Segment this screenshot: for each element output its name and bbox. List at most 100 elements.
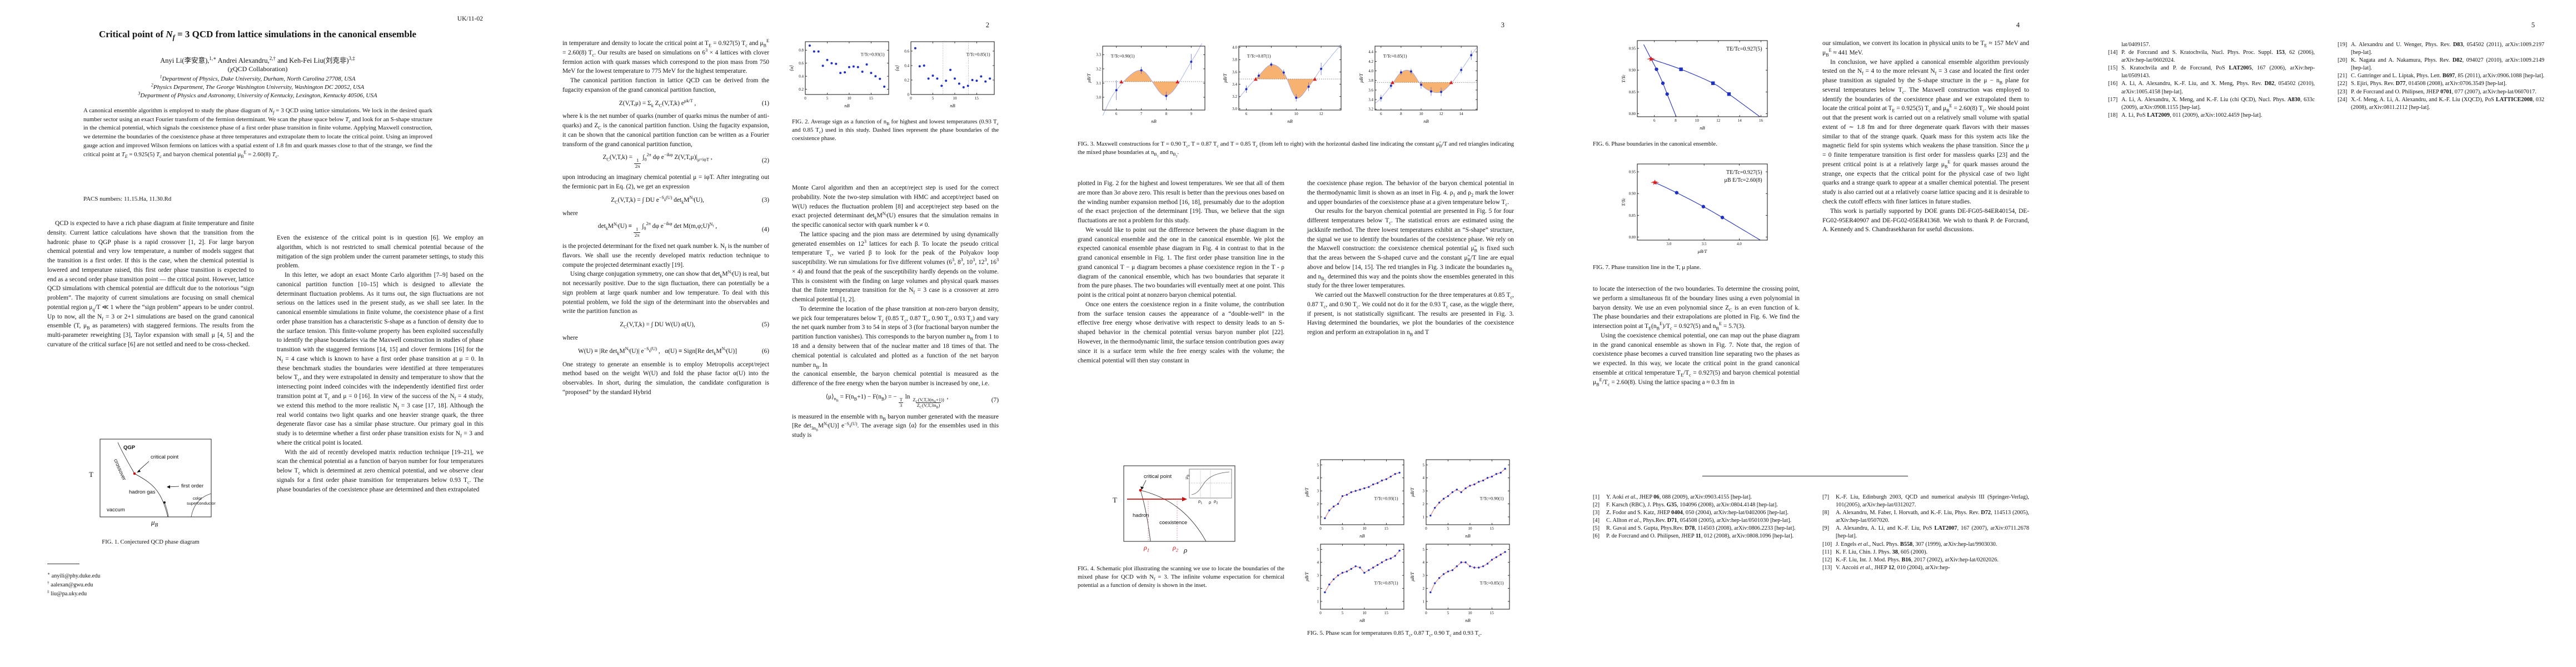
reference: [22] S. Ejiri, Phys. Rev. D77, 014508 (20…	[2338, 81, 2507, 87]
svg-text:nB: nB	[1287, 118, 1292, 124]
svg-text:4.4: 4.4	[1368, 50, 1373, 54]
pacs-numbers: PACS numbers: 11.15.Ha, 11.30.Rd	[83, 196, 172, 202]
svg-text:T/Tc: T/Tc	[1621, 74, 1626, 83]
paragraph: is the projected determinant for the fix…	[562, 243, 769, 268]
svg-text:3: 3	[1317, 574, 1319, 578]
svg-text:0.80: 0.80	[1629, 112, 1636, 116]
fig7-caption: FIG. 7. Phase transition line in the T, …	[1593, 264, 1701, 271]
paragraph: is measured in the ensemble with nB bary…	[792, 413, 999, 439]
page-1: UK/11-02 Critical point of Nf = 3 QCD fr…	[0, 0, 516, 667]
svg-text:2: 2	[1423, 586, 1425, 591]
svg-text:1: 1	[1317, 599, 1319, 604]
fig2-avg-sign-plot-093: 0 5 10 15 0.2 0.4 0.6 0.8 T/Tc=0.93(1) nB ⟨α⟩	[789, 39, 892, 109]
svg-text:10: 10	[1294, 112, 1299, 116]
paragraph: Once one enters the coexistence region i…	[1078, 301, 1284, 364]
svg-text:3.0: 3.0	[1667, 242, 1672, 246]
svg-text:T/Tc: T/Tc	[1621, 198, 1626, 206]
fig5-phase-scan-085: 0 5 10 15 1 2 3 4 5 T/Tc=0.85(1) nB μB/T	[1409, 541, 1513, 624]
svg-text:10: 10	[1468, 611, 1472, 615]
svg-text:5: 5	[1317, 463, 1319, 467]
svg-text:μB/T: μB/T	[1358, 73, 1364, 83]
svg-text:TE/Tc=0.927(5): TE/Tc=0.927(5)	[1726, 170, 1762, 176]
paragraph: to locate the intersection of the two bo…	[1593, 286, 1800, 331]
equation-3: ZC(V,T,k) = ∫ DU e−Sg(U) detkMNf(U), (3)	[611, 195, 769, 205]
paper-title: Critical point of Nf = 3 QCD from lattic…	[98, 29, 417, 42]
paragraph: The canonical partition function in latt…	[562, 77, 769, 93]
equation-4: detkMNf(U) ≡ 1 2π ∫02π dφ e−ikφ det M(m,φ…	[597, 221, 769, 238]
svg-text:T/Tc=0.87(1): T/Tc=0.87(1)	[1247, 54, 1271, 59]
svg-text:3.6: 3.6	[1368, 88, 1373, 92]
fig5-phase-scan-090: 0 5 10 15 1 2 3 4 5 T/Tc=0.90(1) nB μB/T	[1409, 457, 1513, 539]
fig4-label-rho2: ρ2	[1173, 544, 1179, 553]
svg-text:1: 1	[1423, 515, 1425, 519]
svg-text:8: 8	[1165, 112, 1168, 116]
fig1-label-hadron-gas: hadron gas	[129, 489, 156, 495]
svg-text:nB: nB	[1359, 533, 1364, 539]
fig1-axis-mu: μB	[151, 518, 158, 529]
page-5: 5 lat/0409157. [14] P. de Forcrand and S.…	[2061, 0, 2576, 667]
paragraph: plotted in Fig. 2 for the highest and lo…	[1078, 180, 1284, 225]
svg-text:0.80: 0.80	[1629, 235, 1636, 240]
reference: [19] A. Alexandru and U. Wenger, Phys. Re…	[2338, 42, 2544, 56]
paragraph: Monte Carol algorithm and then an accept…	[792, 185, 999, 229]
svg-text:4: 4	[1423, 476, 1425, 480]
svg-text:12: 12	[1716, 118, 1721, 123]
page-number: 4	[2016, 21, 2020, 29]
references-19-24: [19] A. Alexandru and U. Wenger, Phys. Re…	[2338, 41, 2544, 112]
svg-text:4.0: 4.0	[1232, 46, 1237, 50]
affiliation-2: 2Physics Department, The George Washingt…	[151, 82, 365, 91]
fig4-label-rho1: ρ1	[1144, 544, 1150, 553]
svg-text:5: 5	[1423, 547, 1425, 552]
paragraph: in temperature and density to locate the…	[562, 38, 769, 75]
svg-text:T/Tc=0.93(1): T/Tc=0.93(1)	[1374, 496, 1398, 501]
svg-text:3.0: 3.0	[1096, 95, 1101, 99]
svg-text:2: 2	[1317, 502, 1319, 506]
svg-text:T/Tc=0.93(1): T/Tc=0.93(1)	[861, 52, 885, 57]
affiliation-1: 1Department of Physics, Duke University,…	[160, 74, 356, 82]
reference: [15] S. Kratochvila and P. de Forcrand, P…	[2108, 65, 2315, 79]
reference: [3] Z. Fodor and S. Katz, JHEP 0404, 050 …	[1593, 510, 1788, 516]
fig2-avg-sign-plot-085: 0 5 10 15 0 0.2 0.4 0.6 T/Tc=0.85(1) nB ⟨α⟩	[894, 39, 998, 109]
equation-5: ZC(V,T,k) = ∫ DU W(U) α(U), (5)	[620, 321, 769, 330]
footnote-email-2: † aalexan@gwu.edu	[47, 580, 93, 588]
svg-text:3.5: 3.5	[1702, 242, 1707, 246]
fig5-caption: FIG. 5. Phase scan for temperatures 0.85…	[1307, 630, 1482, 638]
svg-text:12: 12	[1439, 112, 1444, 116]
reference: [2] F. Karsch (RBC), J. Phys. G35, 104096…	[1593, 502, 1778, 509]
svg-text:nB: nB	[1423, 118, 1428, 124]
svg-text:3: 3	[1423, 489, 1425, 494]
svg-text:3.6: 3.6	[1232, 70, 1237, 74]
page-number: 3	[1501, 21, 1504, 29]
svg-text:nB: nB	[844, 103, 849, 108]
fig4-label-critical-point: critical point	[1144, 474, 1172, 480]
equation-6: W(U) ≡ |Re detkMNf(U)| e−Sg(U) , α(U) ≡ …	[578, 346, 769, 356]
equation-2: ZC(V,T,k) = 1 2π ∫02π dφ e−ikφ Z(V,T,μ)|μ…	[602, 152, 769, 169]
svg-text:TE/Tc=0.927(5): TE/Tc=0.927(5)	[1726, 46, 1762, 52]
fig6-phase-boundaries-plot: 6 8 10 12 14 16 0.80 0.85 0.90 0.95 TE/Tc=0.927(5)…	[1621, 38, 1771, 131]
svg-text:3.1: 3.1	[1096, 81, 1101, 86]
fig4-label-coexistence: coexistence	[1159, 520, 1188, 526]
p1-column-left: QCD is expected to have a rich phase dia…	[47, 219, 254, 350]
collaboration: (χQCD Collaboration)	[227, 65, 288, 73]
fig4-caption: FIG. 4. Schematic plot illustrating the …	[1078, 565, 1284, 589]
svg-text:3.2: 3.2	[1368, 107, 1373, 112]
svg-text:15: 15	[1384, 611, 1389, 615]
svg-text:0: 0	[908, 92, 910, 97]
paragraph: We carried out the Maxwell construction …	[1307, 292, 1514, 337]
svg-text:4: 4	[1423, 560, 1425, 565]
svg-text:5: 5	[1342, 611, 1344, 615]
svg-text:μB/T: μB/T	[1222, 73, 1228, 83]
svg-text:nB: nB	[1151, 118, 1156, 124]
fig3-maxwell-087: 6 8 10 12 3.0 3.2 3.4 3.6 3.8 4.0 T/Tc=0.87(1) nB μB…	[1222, 43, 1344, 125]
fig4-inset-rho2: ρ2	[1214, 499, 1218, 505]
svg-text:3.8: 3.8	[1368, 78, 1373, 83]
fig1-axis-t: T	[89, 470, 93, 479]
paragraph: where k is the net number of quarks (num…	[562, 113, 769, 148]
svg-text:15: 15	[975, 96, 979, 101]
fig2-caption: FIG. 2. Average sign as a function of nB…	[792, 118, 999, 142]
svg-text:15: 15	[1490, 611, 1494, 615]
svg-text:0: 0	[1319, 526, 1322, 531]
svg-text:8: 8	[1270, 112, 1273, 116]
reference: [7] K.-F. Liu, Edinburgh 2003, QCD and nu…	[1822, 494, 2029, 509]
